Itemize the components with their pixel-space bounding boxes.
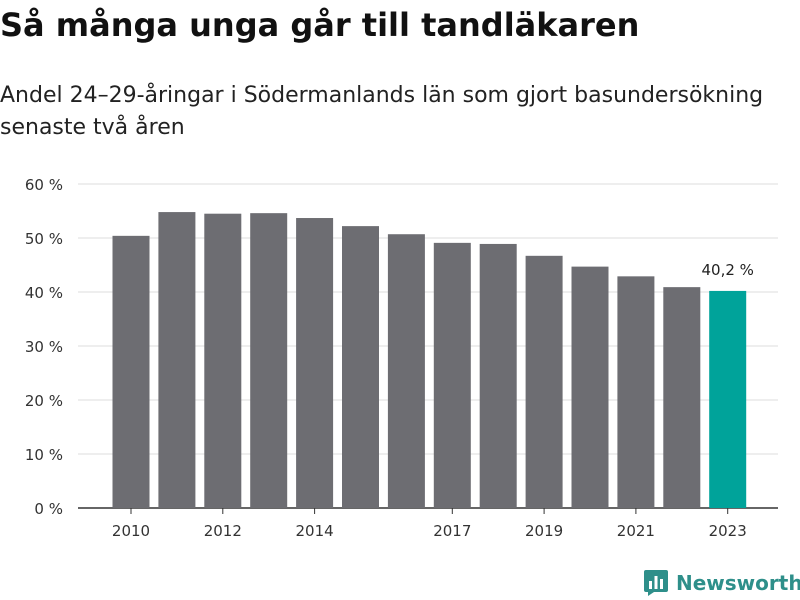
x-tick-label: 2014	[296, 522, 334, 540]
bar-2010	[112, 235, 150, 508]
y-tick-label: 30 %	[25, 338, 63, 356]
x-tick-label: 2023	[709, 522, 747, 540]
x-tick-label: 2019	[525, 522, 563, 540]
bar-2013	[250, 213, 288, 508]
annotations: 40,2 %	[701, 261, 753, 279]
y-tick-label: 10 %	[25, 446, 63, 464]
page-subtitle: Andel 24–29-åringar i Södermanlands län …	[0, 83, 764, 140]
bar-2022	[663, 287, 701, 508]
bars	[112, 212, 747, 509]
y-tick-label: 50 %	[25, 230, 63, 248]
bar-chart-logo-icon	[644, 570, 668, 596]
x-tick-label: 2021	[617, 522, 655, 540]
y-tick-label: 60 %	[25, 176, 63, 194]
x-tick-label: 2010	[112, 522, 150, 540]
bar-2023	[709, 290, 747, 508]
brand-name: Newsworthy	[676, 571, 800, 595]
y-tick-label: 40 %	[25, 284, 63, 302]
brand-logo: Newsworthy	[644, 570, 800, 596]
x-tick-label: 2017	[433, 522, 471, 540]
bar-2021	[617, 276, 655, 508]
x-axis-ticks: 2010 2012 2014 2017 2019 2021 2023	[112, 508, 747, 540]
x-tick-label: 2012	[204, 522, 242, 540]
bar-2020	[571, 266, 609, 508]
y-tick-label: 20 %	[25, 392, 63, 410]
data-label-2023: 40,2 %	[701, 261, 753, 279]
y-tick-label: 0 %	[34, 500, 63, 518]
bar-2012	[204, 213, 242, 508]
bar-2014	[296, 218, 334, 508]
bar-2015	[342, 226, 379, 508]
y-axis-ticks: 0 % 10 % 20 % 30 % 40 % 50 % 60 %	[25, 176, 63, 518]
bar-2019	[525, 255, 563, 508]
page-title: Så många unga går till tandläkaren	[0, 6, 640, 44]
bar-2018	[479, 243, 517, 508]
bar-2011	[158, 212, 196, 508]
bar-2016	[387, 234, 425, 508]
bar-2017	[433, 242, 471, 509]
